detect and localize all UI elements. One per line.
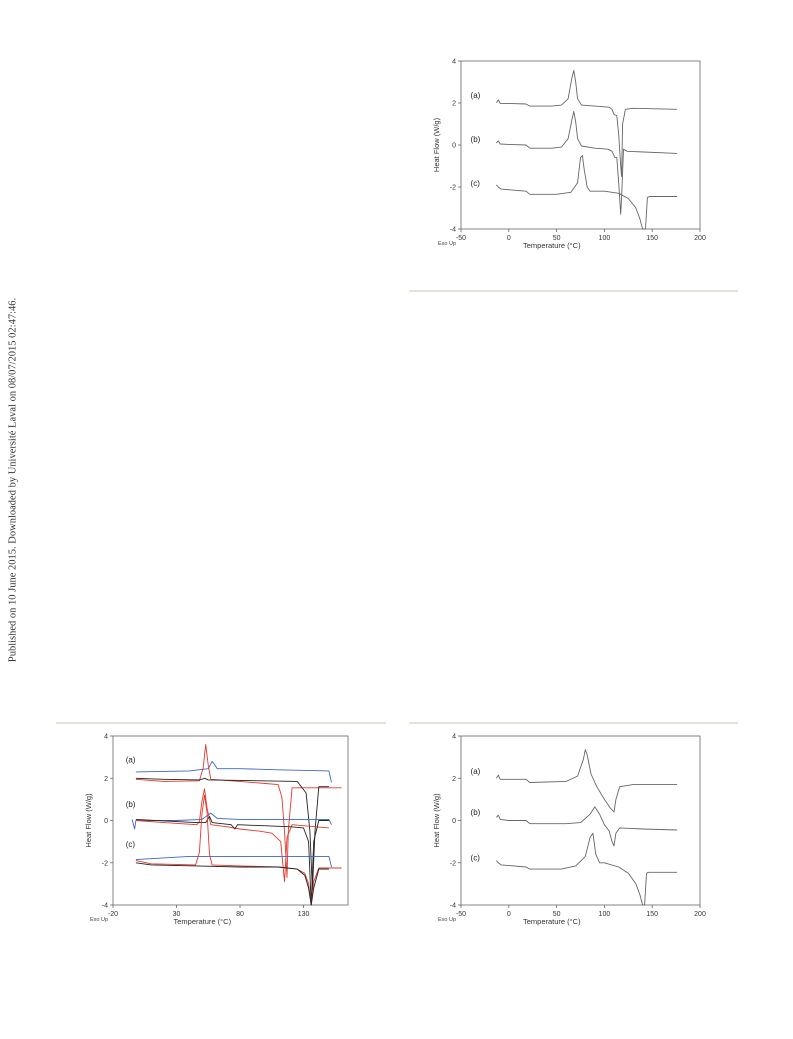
x-tick-label: 200 xyxy=(694,235,706,242)
y-tick-label: 2 xyxy=(104,776,108,783)
figure-divider-top-right xyxy=(409,290,738,292)
series-line-b xyxy=(496,806,678,847)
series-line-c xyxy=(496,155,678,230)
series-label-b: (b) xyxy=(126,800,136,809)
y-axis-label: Heat Flow (W/g) xyxy=(84,793,93,848)
x-tick-label: 80 xyxy=(236,911,244,918)
plot-frame xyxy=(460,735,701,906)
series-line-c xyxy=(135,855,332,868)
x-tick-label: 0 xyxy=(507,235,511,242)
dsc-chart-bottom-left: 4 2 0 -2 -4 -20 30 80 130 Temperature (°C) Heat Fl… xyxy=(57,727,357,926)
x-tick-label: 50 xyxy=(553,911,561,918)
series-line-a xyxy=(496,749,678,813)
exo-up-label: Exo Up xyxy=(438,917,456,923)
x-tick-label: 150 xyxy=(646,235,658,242)
y-tick-label: -4 xyxy=(450,227,456,234)
series-line-b xyxy=(135,788,329,883)
series-label-b: (b) xyxy=(471,135,481,144)
y-axis-label: Heat Flow (W/g) xyxy=(432,793,441,848)
series-label-c: (c) xyxy=(471,854,481,863)
y-tick-label: -4 xyxy=(102,903,108,910)
x-tick-label: 200 xyxy=(694,911,706,918)
x-tick-label: 100 xyxy=(599,911,611,918)
y-tick-label: 4 xyxy=(452,59,456,66)
x-tick-label: 150 xyxy=(646,911,658,918)
series-line-a xyxy=(135,743,342,878)
x-axis-label: Temperature (°C) xyxy=(523,917,581,926)
dsc-chart-bottom-right: 4 2 0 -2 -4 -50 0 50 100 150 200 Temperature (°C) He… xyxy=(413,727,745,927)
series-label-a: (a) xyxy=(126,755,136,764)
series-line-b xyxy=(496,110,678,215)
series-line-a xyxy=(135,760,332,783)
y-tick-label: 2 xyxy=(452,101,456,108)
y-tick-label: -2 xyxy=(102,860,108,867)
chart-svg: 4 2 0 -2 -4-20 30 80 130 Temperature (°C) Heat Fl… xyxy=(84,734,349,926)
series-line-a xyxy=(135,777,329,891)
x-tick-label: -20 xyxy=(108,911,118,918)
series-label-a: (a) xyxy=(471,767,481,776)
series-label-a: (a) xyxy=(471,91,481,100)
y-tick-label: 2 xyxy=(452,776,456,783)
y-tick-label: 0 xyxy=(452,818,456,825)
dsc-chart-top-right: 4 2 0 -2 -4 -50 0 50 100 150 200 Temperature (°C) He… xyxy=(413,52,745,272)
series-line-c xyxy=(496,832,678,906)
y-axis-label: Heat Flow (W/g) xyxy=(432,117,441,172)
series-label-c: (c) xyxy=(126,840,136,849)
figure-divider-bottom-right xyxy=(409,722,738,724)
publication-side-note: Published on 10 June 2015. Downloaded by… xyxy=(3,240,23,720)
figure-divider-bottom-left xyxy=(56,722,386,724)
chart-svg: 4 2 0 -2 -4-50 0 50 100 150 200 Temperature (°C) He… xyxy=(432,59,706,251)
exo-up-label: Exo Up xyxy=(438,241,456,247)
x-tick-label: 50 xyxy=(553,235,561,242)
y-tick-label: -2 xyxy=(450,185,456,192)
x-tick-label: 100 xyxy=(599,235,611,242)
publication-side-note-text: Published on 10 June 2015. Downloaded by… xyxy=(7,297,19,663)
x-tick-label: 0 xyxy=(507,911,511,918)
x-tick-label: 30 xyxy=(173,911,181,918)
series-line-b xyxy=(131,812,332,830)
y-tick-label: -2 xyxy=(450,860,456,867)
x-axis-label: Temperature (°C) xyxy=(173,917,231,926)
y-tick-label: 4 xyxy=(104,734,108,741)
series-label-c: (c) xyxy=(471,179,481,188)
x-tick-label: 130 xyxy=(298,911,310,918)
x-tick-label: -50 xyxy=(456,911,466,918)
x-tick-label: -50 xyxy=(456,235,466,242)
series-label-b: (b) xyxy=(471,808,481,817)
series-line-a xyxy=(496,70,678,177)
x-axis-label: Temperature (°C) xyxy=(523,241,581,250)
exo-up-label: Exo Up xyxy=(90,917,108,923)
chart-svg: 4 2 0 -2 -4-50 0 50 100 150 200 Temperature (°C) He… xyxy=(432,734,706,927)
series-line-c xyxy=(135,862,329,906)
series-line-b xyxy=(135,815,329,906)
y-tick-label: 4 xyxy=(452,734,456,741)
y-tick-label: -4 xyxy=(450,903,456,910)
y-tick-label: 0 xyxy=(104,818,108,825)
y-tick-label: 0 xyxy=(452,143,456,150)
